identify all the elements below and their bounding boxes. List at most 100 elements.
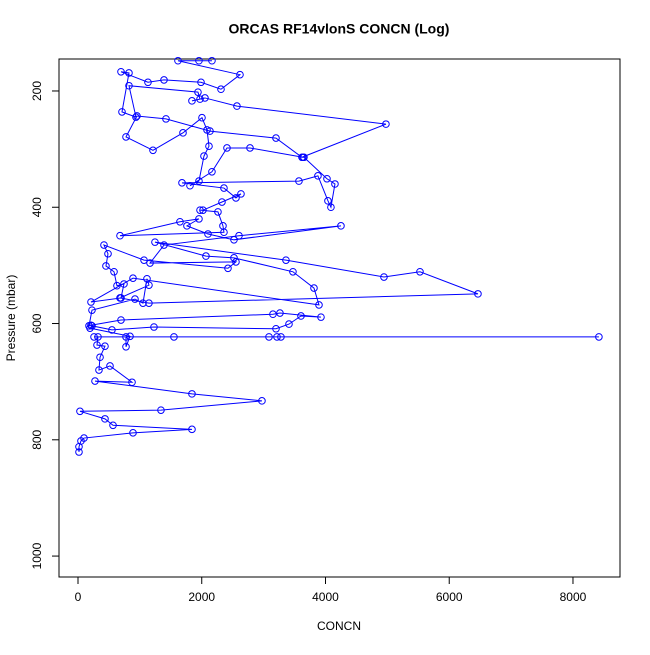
data-point [145,281,153,289]
data-point [139,299,147,307]
x-tick-label: 0 [75,590,82,604]
y-tick-label: 400 [30,197,44,217]
data-point [188,97,196,105]
data-point [194,88,202,96]
data-point [116,231,124,240]
x-tick-label: 4000 [312,590,339,604]
data-point [186,181,194,190]
data-point [220,184,228,192]
data-point [196,206,204,214]
data-point [140,256,148,264]
data-point [117,67,125,76]
data-point [94,333,102,341]
data-point [197,78,205,87]
data-point [276,309,284,317]
data-point [188,390,196,398]
data-point [416,267,424,276]
data-point [196,95,204,103]
data-point [176,217,184,226]
data-point [125,69,133,77]
data-point [149,146,157,155]
data-point [217,85,225,94]
data-point [88,306,96,314]
data-point [145,299,153,307]
data-point [128,378,136,387]
data-point [201,94,209,102]
data-point [131,295,139,303]
data-point [205,142,213,151]
data-point [125,81,133,90]
data-point [90,333,98,341]
data-point [297,312,305,320]
data-point [230,254,238,262]
x-tick-label: 2000 [188,590,215,604]
data-point [162,115,170,123]
chart-title: ORCAS RF14vlonS CONCN (Log) [229,21,450,37]
data-point [129,274,137,282]
plot-frame [58,58,621,578]
data-point [277,333,285,341]
data-point [188,425,196,434]
data-point [236,70,244,79]
data-point [117,294,125,302]
data-point [595,333,603,341]
data-point [208,56,216,65]
data-point [265,333,273,341]
data-point [75,448,83,456]
data-point [113,281,121,290]
data-point [382,120,390,128]
data-point [272,324,280,333]
data-point [199,206,207,214]
data-point [122,133,130,141]
data-point [160,76,168,84]
data-point [150,323,158,331]
data-point [204,230,212,238]
data-point [230,236,238,244]
data-point [93,341,101,349]
y-tick-label: 600 [30,313,44,333]
data-point [146,259,154,267]
data-point [104,249,112,258]
data-point [237,190,245,198]
data-point [106,362,114,370]
data-point [109,421,117,430]
data-point [380,273,388,281]
data-point [96,353,104,362]
data-point [122,342,130,351]
data-point [183,222,191,230]
data-point [144,78,152,87]
data-point [102,262,110,270]
data-point [151,238,159,246]
data-point [219,222,227,230]
data-point [317,313,325,321]
data-point [246,144,254,152]
data-point [285,320,293,328]
data-point [157,406,165,414]
data-point [327,203,335,212]
data-point [110,267,118,276]
data-point [298,153,306,162]
data-point [223,144,231,152]
data-point [337,222,345,230]
data-point [179,129,187,137]
data-point [76,407,84,416]
data-point [200,152,208,160]
x-axis-label: CONCN [317,619,361,633]
data-point [206,127,214,135]
x-tick-label: 6000 [436,590,463,604]
data-point [117,316,125,324]
data-point [85,322,93,330]
series-line [78,60,599,453]
data-point [310,284,318,292]
data-point [269,310,277,319]
data-point [218,198,226,206]
data-point [315,301,323,309]
data-point [232,258,240,266]
data-point [195,56,203,65]
y-tick-label: 200 [30,81,44,101]
data-point [198,113,206,122]
y-axis-label: Pressure (mbar) [4,275,18,362]
